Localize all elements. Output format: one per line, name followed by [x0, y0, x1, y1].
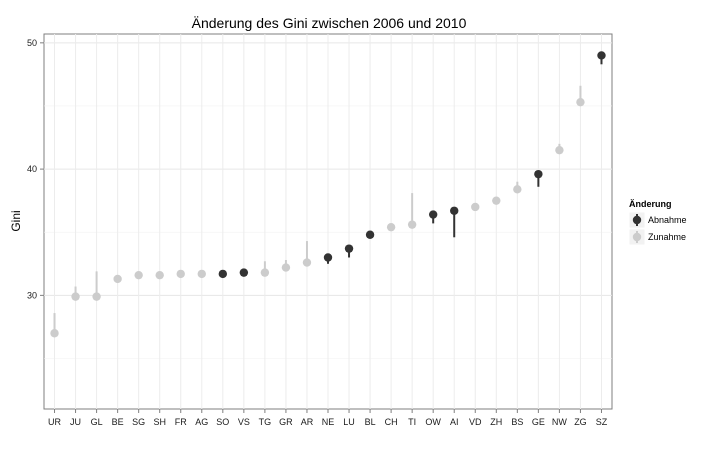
point-ai: [450, 206, 459, 215]
point-tg: [260, 268, 270, 277]
x-tick-label: JU: [70, 417, 81, 427]
x-tick-label: CH: [385, 417, 398, 427]
legend: Änderung Abnahme Zunahme: [628, 199, 687, 246]
chart-title: Änderung des Gini zwischen 2006 und 2010: [192, 15, 467, 31]
x-tick-label: VD: [469, 417, 482, 427]
point-ju: [71, 292, 80, 301]
point-ge: [534, 169, 543, 179]
x-tick-label: NW: [552, 417, 567, 427]
point-gl: [92, 292, 101, 301]
x-axis: UR JU GL BE SG SH FR AG SO VS TG GR AR NE LU BL CH TI OW AI…: [48, 409, 608, 427]
x-tick-label: OW: [425, 417, 441, 427]
x-tick-label: SH: [153, 417, 166, 427]
point-lu: [344, 244, 354, 253]
point-be: [113, 274, 122, 284]
x-tick-label: BE: [112, 417, 124, 427]
x-tick-label: GR: [279, 417, 293, 427]
x-tick-label: UR: [48, 417, 61, 427]
point-ne: [323, 253, 333, 262]
x-tick-label: BS: [511, 417, 523, 427]
point-vs: [239, 268, 249, 277]
data-points: [50, 51, 606, 338]
x-tick-label: SZ: [596, 417, 608, 427]
legend-label-zunahme: Zunahme: [648, 232, 686, 242]
legend-key-point: [632, 215, 642, 225]
point-zh: [492, 196, 501, 205]
point-ti: [407, 220, 417, 229]
x-tick-label: GE: [532, 417, 545, 427]
x-tick-label: AR: [301, 417, 314, 427]
point-sg: [134, 270, 143, 280]
x-tick-label: SO: [216, 417, 229, 427]
point-ch: [386, 222, 396, 232]
point-zg: [576, 97, 585, 107]
legend-label-abnahme: Abnahme: [648, 215, 687, 225]
x-tick-label: TG: [259, 417, 272, 427]
x-tick-label: AG: [195, 417, 208, 427]
point-gr: [281, 263, 291, 272]
point-fr: [176, 269, 185, 279]
x-tick-label: SG: [132, 417, 145, 427]
point-bl: [365, 230, 375, 239]
y-tick-label: 40: [27, 164, 37, 174]
point-ar: [302, 258, 312, 267]
point-ag: [197, 269, 206, 279]
point-ow: [428, 210, 438, 219]
x-tick-label: ZH: [490, 417, 502, 427]
x-tick-label: BL: [365, 417, 376, 427]
point-sh: [155, 270, 164, 280]
x-tick-label: FR: [175, 417, 187, 427]
y-axis: 30 40 50: [27, 38, 44, 300]
y-tick-label: 30: [27, 290, 37, 300]
x-tick-label: NE: [322, 417, 335, 427]
legend-key-point: [632, 232, 642, 242]
point-so: [218, 269, 228, 279]
x-tick-label: AI: [450, 417, 459, 427]
x-tick-label: GL: [91, 417, 103, 427]
y-axis-title: Gini: [9, 210, 23, 231]
x-tick-label: TI: [408, 417, 416, 427]
point-sz: [597, 51, 606, 60]
x-tick-label: VS: [238, 417, 250, 427]
y-tick-label: 50: [27, 38, 37, 48]
point-bs: [513, 185, 522, 194]
x-tick-label: LU: [343, 417, 355, 427]
point-ur: [50, 329, 59, 338]
x-tick-label: ZG: [574, 417, 587, 427]
grid: [44, 34, 612, 409]
legend-title: Änderung: [629, 199, 672, 209]
point-vd: [471, 202, 480, 212]
point-nw: [555, 145, 564, 155]
